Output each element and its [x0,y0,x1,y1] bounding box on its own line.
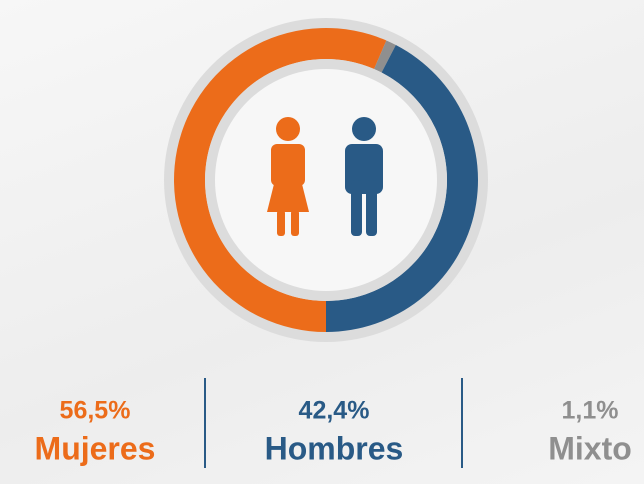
donut-segment [174,27,387,332]
value-label: 56,5% [60,397,131,425]
donut-segment [326,45,478,332]
center [215,69,437,291]
value-label: 1,1% [562,397,619,425]
donut-segment [374,40,396,73]
category-label: Mujeres [35,430,156,466]
value-label: 42,4% [299,397,370,425]
man-icon [345,117,383,236]
category-label: Hombres [265,430,404,466]
woman-icon [267,117,309,236]
category-label: Mixto [548,430,632,466]
